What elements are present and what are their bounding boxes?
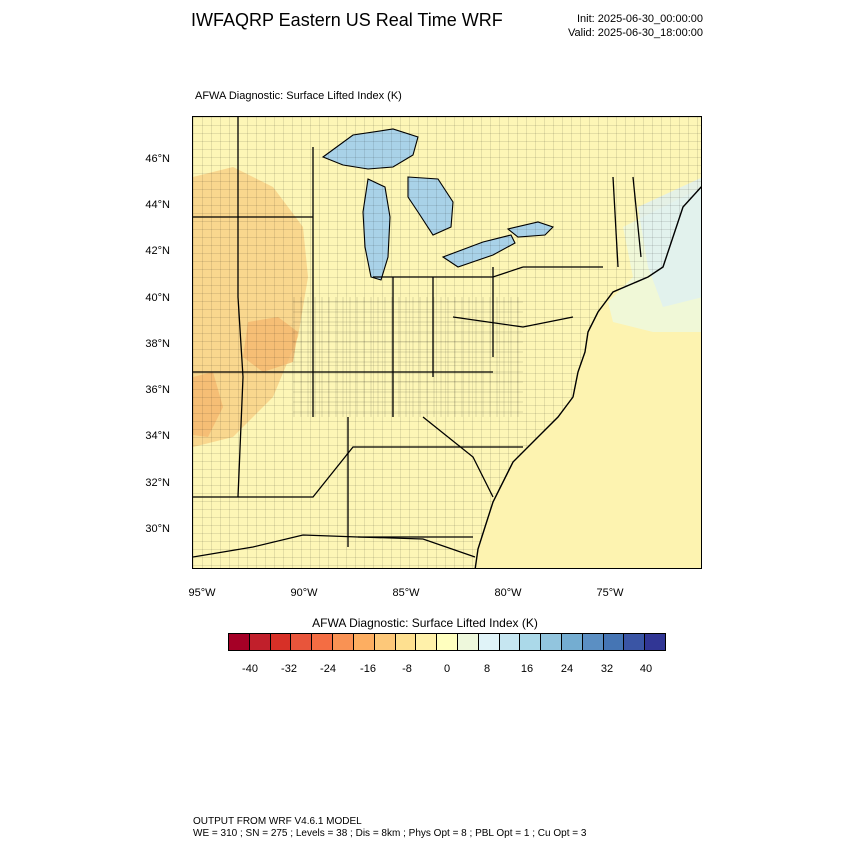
colorbar-tick: 32 [600,663,614,675]
boundary-5 [193,446,523,498]
boundary-15 [612,176,619,268]
gulf-coast [193,534,476,558]
state-boundaries [193,117,642,547]
colorbar-title: AFWA Diagnostic: Surface Lifted Index (K… [312,616,538,630]
lat-label-34: 34°N [145,430,170,442]
lon-label-75: 75°W [596,587,624,599]
colorbar-swatch [520,634,542,650]
lake-outlines [321,128,555,281]
colorbar [228,633,666,651]
colorbar-swatch [457,634,479,650]
colorbar-swatch [229,634,250,650]
colorbar-swatch [437,634,458,650]
colorbar-tick: 8 [483,663,491,675]
init-time: Init: 2025-06-30_00:00:00 [577,13,703,25]
colorbar-swatch [478,634,500,650]
lon-label-95: 95°W [188,587,216,599]
colorbar-tick: -8 [402,663,412,675]
colorbar-swatch [562,634,583,650]
valid-time: Valid: 2025-06-30_18:00:00 [568,27,703,39]
lake-huron-outline [407,176,454,236]
coastline [474,186,701,568]
colorbar-tick: 24 [560,663,574,675]
colorbar-swatch [374,634,396,650]
boundary-2 [237,117,244,498]
colorbar-swatch [416,634,438,650]
lake-michigan-outline [362,178,391,281]
boundary-16 [632,176,642,258]
lake-ontario-outline [506,221,555,238]
lat-label-46: 46°N [145,153,170,165]
colorbar-tick: 16 [520,663,534,675]
footer-model-line: OUTPUT FROM WRF V4.6.1 MODEL [193,816,362,827]
colorbar-swatch [499,634,521,650]
colorbar-tick: -32 [281,663,297,675]
lat-label-30: 30°N [145,523,170,535]
colorbar-swatch [582,634,604,650]
lon-label-85: 85°W [392,587,420,599]
lake-erie-outline [441,234,516,268]
colorbar-swatch [333,634,354,650]
colorbar-swatch [624,634,646,650]
colorbar-swatch [312,634,334,650]
colorbar-swatch [270,634,292,650]
main-title: IWFAQRP Eastern US Real Time WRF [191,10,503,30]
colorbar-tick: -16 [360,663,376,675]
colorbar-tick: -24 [320,663,336,675]
panel-title: AFWA Diagnostic: Surface Lifted Index (K… [195,90,402,102]
colorbar-swatch [645,634,666,650]
lon-label-90: 90°W [290,587,318,599]
lake-superior-outline [321,128,419,170]
lat-label-32: 32°N [145,477,170,489]
colorbar-swatch [603,634,625,650]
map-frame [192,116,702,569]
colorbar-tick: 40 [639,663,653,675]
map-plot [193,117,701,568]
lat-label-38: 38°N [145,338,170,350]
colorbar-swatch [395,634,417,650]
colorbar-swatch [291,634,313,650]
footer-config-line: WE = 310 ; SN = 275 ; Levels = 38 ; Dis … [193,828,587,839]
lat-label-36: 36°N [145,384,170,396]
lat-label-40: 40°N [145,292,170,304]
colorbar-tick: 0 [443,663,451,675]
boundary-14 [422,416,494,498]
colorbar-swatch [541,634,562,650]
colorbar-tick: -40 [242,663,258,675]
boundary-10 [452,316,574,328]
lat-label-44: 44°N [145,199,170,211]
lon-label-80: 80°W [494,587,522,599]
county-lines-alt [293,297,523,417]
lat-label-42: 42°N [145,245,170,257]
colorbar-swatch [353,634,375,650]
colorbar-swatch [249,634,271,650]
